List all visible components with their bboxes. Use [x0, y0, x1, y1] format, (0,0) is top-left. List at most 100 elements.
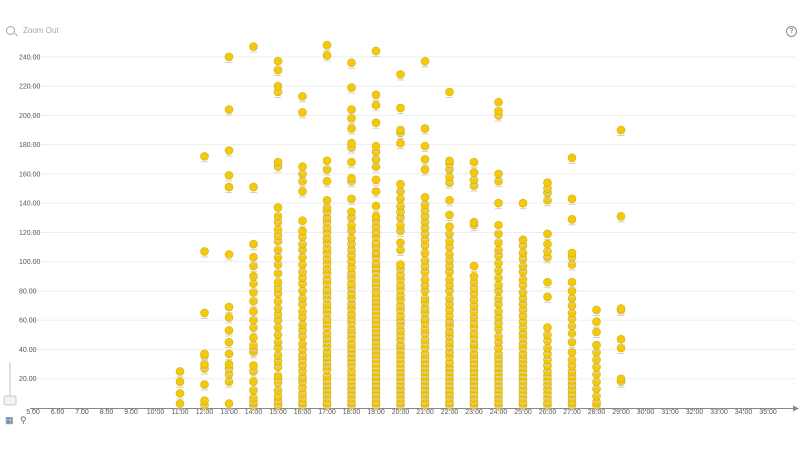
- data-point: [273, 277, 283, 287]
- data-point: [567, 214, 577, 224]
- data-point: [396, 103, 405, 113]
- x-tick-label: 22.00: [441, 409, 459, 416]
- data-point: [420, 154, 430, 164]
- data-point: [200, 247, 209, 256]
- help-icon[interactable]: ?: [786, 26, 797, 37]
- data-point: [567, 308, 577, 318]
- data-point: [518, 288, 528, 297]
- data-point: [347, 138, 356, 148]
- data-point: [567, 286, 577, 296]
- x-tick-label: 23.00: [465, 409, 483, 416]
- data-point: [420, 274, 430, 284]
- data-point: [347, 105, 356, 114]
- data-point: [273, 351, 283, 360]
- data-point: [224, 250, 234, 259]
- data-point: [298, 162, 307, 171]
- data-point: [518, 261, 528, 271]
- data-point: [322, 40, 332, 50]
- x-tick-label: 31.00: [661, 409, 679, 416]
- data-point: [273, 296, 283, 306]
- x-tick-label: 6.00: [51, 409, 65, 416]
- data-point: [224, 377, 234, 386]
- data-point: [420, 124, 430, 133]
- x-tick-label: 28.00: [588, 409, 606, 416]
- y-tick-label: 120.00: [19, 230, 41, 237]
- data-point: [494, 245, 503, 255]
- data-point: [445, 172, 454, 182]
- data-point: [371, 46, 381, 56]
- data-point: [273, 157, 283, 167]
- data-point: [469, 168, 479, 177]
- data-point: [616, 304, 626, 313]
- data-point: [469, 175, 479, 185]
- data-point: [518, 248, 528, 258]
- data-point: [298, 339, 307, 348]
- data-point: [469, 157, 479, 167]
- x-tick-label: 32.00: [686, 409, 704, 416]
- data-point: [567, 348, 577, 357]
- data-point: [567, 153, 577, 163]
- data-point: [175, 367, 185, 376]
- data-point: [396, 220, 405, 230]
- data-point: [494, 307, 503, 316]
- data-point: [249, 239, 258, 249]
- data-point: [322, 176, 332, 186]
- data-point: [616, 343, 626, 353]
- data-point: [396, 260, 405, 269]
- data-point: [420, 293, 430, 303]
- data-point: [592, 362, 601, 372]
- data-point: [224, 337, 234, 347]
- data-point: [420, 193, 430, 202]
- data-point: [347, 58, 356, 68]
- x-tick-label: 35.00: [759, 409, 777, 416]
- x-tick-label: 10.00: [147, 409, 165, 416]
- y-tick-label: 160.00: [19, 171, 41, 178]
- data-point: [322, 51, 332, 60]
- data-point: [249, 393, 258, 403]
- data-point: [249, 182, 258, 192]
- data-point: [273, 225, 283, 234]
- data-point: [567, 301, 577, 310]
- data-point: [445, 195, 454, 205]
- data-point: [494, 266, 503, 275]
- x-tick-label: 26.00: [539, 409, 557, 416]
- data-point: [518, 198, 528, 208]
- data-point: [298, 169, 307, 179]
- data-point: [298, 253, 307, 262]
- data-point: [273, 212, 283, 221]
- y-tick-label: 240.00: [19, 54, 41, 61]
- data-point: [592, 317, 601, 326]
- x-tick-label: 29.00: [612, 409, 630, 416]
- data-point: [224, 359, 234, 369]
- x-tick-label: 7.00: [75, 409, 89, 416]
- zoom-slider[interactable]: [3, 362, 17, 406]
- x-tick-label: 21.00: [416, 409, 434, 416]
- table-view-icon[interactable]: ▦: [5, 415, 14, 425]
- data-point: [371, 187, 381, 196]
- data-point: [494, 169, 503, 179]
- data-point: [224, 312, 234, 322]
- pin-icon[interactable]: ⚲: [20, 415, 27, 425]
- data-point: [592, 348, 601, 357]
- data-point: [371, 141, 381, 151]
- data-point: [249, 386, 258, 395]
- zoom-out-button[interactable]: Zoom Out: [6, 26, 59, 35]
- data-point: [298, 216, 307, 226]
- data-point: [322, 165, 332, 174]
- data-point: [273, 253, 283, 262]
- data-point: [322, 203, 332, 212]
- data-point: [273, 386, 283, 395]
- data-point: [396, 70, 405, 79]
- data-point: [273, 330, 283, 340]
- x-tick-label: 24.00: [490, 409, 508, 416]
- data-point: [249, 279, 258, 288]
- data-point: [494, 258, 503, 268]
- data-point: [347, 124, 356, 133]
- data-point: [224, 302, 234, 312]
- data-point: [200, 152, 209, 161]
- data-point: [592, 305, 601, 315]
- data-point: [592, 377, 601, 386]
- data-point: [616, 334, 626, 344]
- data-point: [445, 229, 454, 239]
- data-point: [200, 308, 209, 318]
